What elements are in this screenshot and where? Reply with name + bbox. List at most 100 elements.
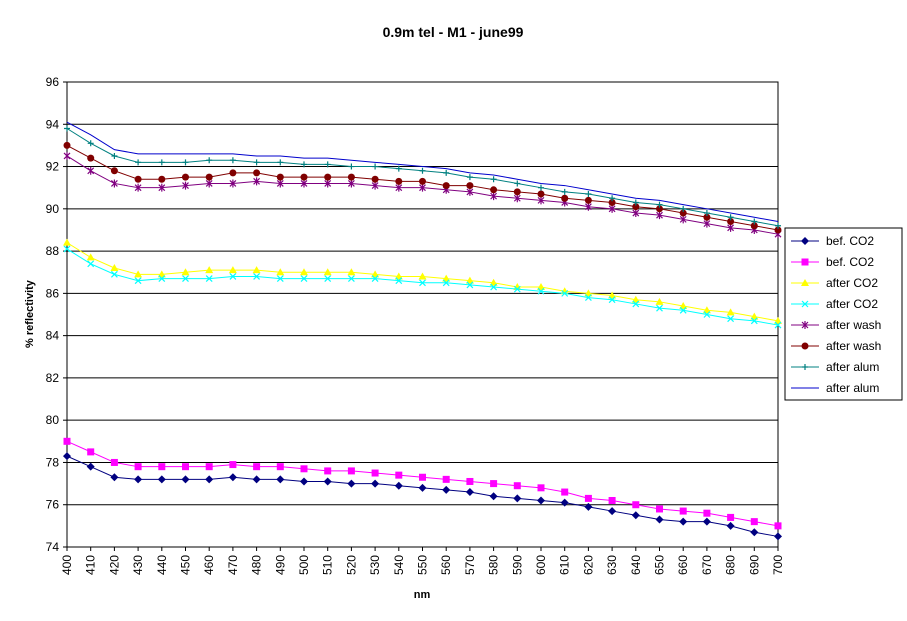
legend-box — [784, 227, 903, 401]
data-point — [608, 291, 617, 299]
data-point — [134, 183, 142, 192]
legend-label: bef. CO2 — [826, 234, 874, 248]
series-7 — [64, 125, 781, 229]
data-point — [229, 273, 237, 280]
data-point — [465, 488, 474, 497]
data-point — [205, 275, 213, 282]
data-point — [301, 161, 307, 168]
data-point — [537, 287, 545, 295]
series-1 — [63, 452, 782, 541]
data-point — [490, 283, 498, 291]
data-point — [679, 306, 687, 314]
data-point — [205, 179, 213, 188]
data-point — [371, 275, 379, 282]
data-point — [182, 275, 189, 282]
data-point — [727, 513, 735, 521]
x-tick-label: 470 — [226, 555, 240, 575]
data-point — [228, 266, 237, 274]
data-point — [110, 167, 118, 175]
data-point — [514, 180, 521, 187]
y-tick-label: 88 — [46, 244, 60, 258]
y-tick-label: 82 — [46, 371, 60, 385]
x-tick-label: 650 — [653, 555, 667, 575]
data-point — [513, 285, 521, 293]
data-point — [347, 275, 355, 282]
data-point — [584, 196, 592, 204]
data-point — [490, 480, 498, 488]
data-point — [656, 304, 663, 312]
data-point — [465, 276, 474, 284]
data-point — [656, 211, 663, 220]
data-point — [656, 205, 663, 213]
y-axis-label: % reflectivity — [24, 279, 36, 348]
data-point — [513, 194, 521, 203]
data-point — [608, 497, 616, 504]
data-point — [324, 467, 332, 475]
data-point — [703, 210, 710, 217]
data-point — [801, 321, 809, 329]
data-point — [490, 176, 497, 183]
data-point — [205, 173, 213, 181]
series-4 — [63, 245, 782, 329]
data-point — [182, 463, 189, 471]
data-point — [489, 278, 498, 286]
data-point — [323, 268, 332, 276]
data-point — [560, 498, 569, 507]
legend-item: bef. CO2 — [791, 255, 874, 269]
data-point — [584, 202, 592, 211]
x-tick-label: 480 — [250, 555, 264, 575]
legend-label: after CO2 — [826, 276, 878, 290]
data-point — [726, 521, 735, 530]
data-point — [702, 517, 711, 526]
data-point — [560, 287, 569, 295]
data-point — [253, 159, 260, 166]
data-point — [419, 279, 426, 287]
data-point — [253, 463, 261, 471]
data-point — [608, 507, 617, 516]
legend-label: bef. CO2 — [826, 255, 874, 269]
data-point — [111, 152, 118, 159]
data-point — [324, 179, 332, 188]
x-tick-label: 420 — [107, 555, 121, 575]
data-point — [134, 463, 142, 471]
data-point — [371, 270, 380, 278]
data-point — [608, 204, 616, 213]
data-point — [300, 179, 308, 188]
y-tick-label: 84 — [46, 329, 60, 343]
data-point — [750, 222, 758, 230]
data-point — [347, 479, 356, 488]
data-point — [276, 463, 284, 471]
y-tick-label: 80 — [46, 413, 60, 427]
data-point — [86, 462, 95, 471]
data-point — [110, 473, 119, 482]
data-point — [442, 274, 451, 282]
y-tick-label: 86 — [46, 286, 60, 300]
data-point — [87, 260, 95, 268]
data-point — [276, 179, 284, 188]
legend-label: after alum — [826, 381, 879, 395]
data-point — [418, 272, 427, 280]
data-point — [395, 277, 403, 285]
data-point — [206, 157, 213, 164]
data-point — [513, 188, 521, 196]
data-point — [110, 270, 118, 278]
legend-item: after CO2 — [791, 276, 878, 290]
data-point — [110, 458, 118, 466]
data-point — [703, 213, 711, 221]
x-axis-label: nm — [414, 589, 431, 601]
data-point — [774, 522, 782, 530]
x-tick-label: 690 — [747, 555, 761, 575]
data-point — [300, 173, 308, 181]
data-point — [656, 505, 663, 513]
legend-label: after wash — [826, 339, 881, 353]
series-group — [63, 121, 782, 541]
data-point — [182, 159, 189, 166]
data-point — [703, 219, 711, 228]
data-point — [443, 169, 450, 176]
data-point — [395, 471, 403, 479]
data-point — [419, 177, 426, 185]
legend-item: after wash — [791, 339, 881, 353]
data-point — [419, 167, 426, 174]
data-point — [135, 159, 142, 166]
data-point — [158, 159, 165, 166]
